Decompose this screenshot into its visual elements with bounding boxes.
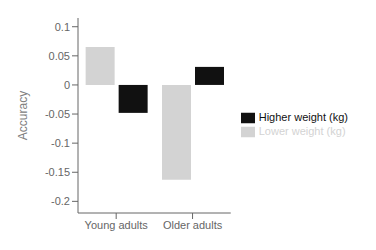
svg-text:Older adults: Older adults bbox=[163, 219, 223, 231]
html-text:Lower weight (kg): Lower weight (kg) bbox=[258, 125, 346, 137]
svg-text:-0.05: -0.05 bbox=[45, 108, 70, 120]
svg-text:0.1: 0.1 bbox=[55, 21, 70, 33]
svg-text:0: 0 bbox=[64, 79, 70, 91]
html-text:Higher weight (kg): Higher weight (kg) bbox=[258, 110, 348, 123]
svg-text:Accuracy: Accuracy bbox=[16, 91, 30, 140]
svg-text:0.05: 0.05 bbox=[49, 50, 70, 62]
svg-text:-0.15: -0.15 bbox=[45, 166, 70, 178]
svg-text:-0.1: -0.1 bbox=[51, 137, 70, 149]
svg-text:Young adults: Young adults bbox=[85, 219, 149, 231]
svg-text:-0.2: -0.2 bbox=[51, 195, 70, 207]
